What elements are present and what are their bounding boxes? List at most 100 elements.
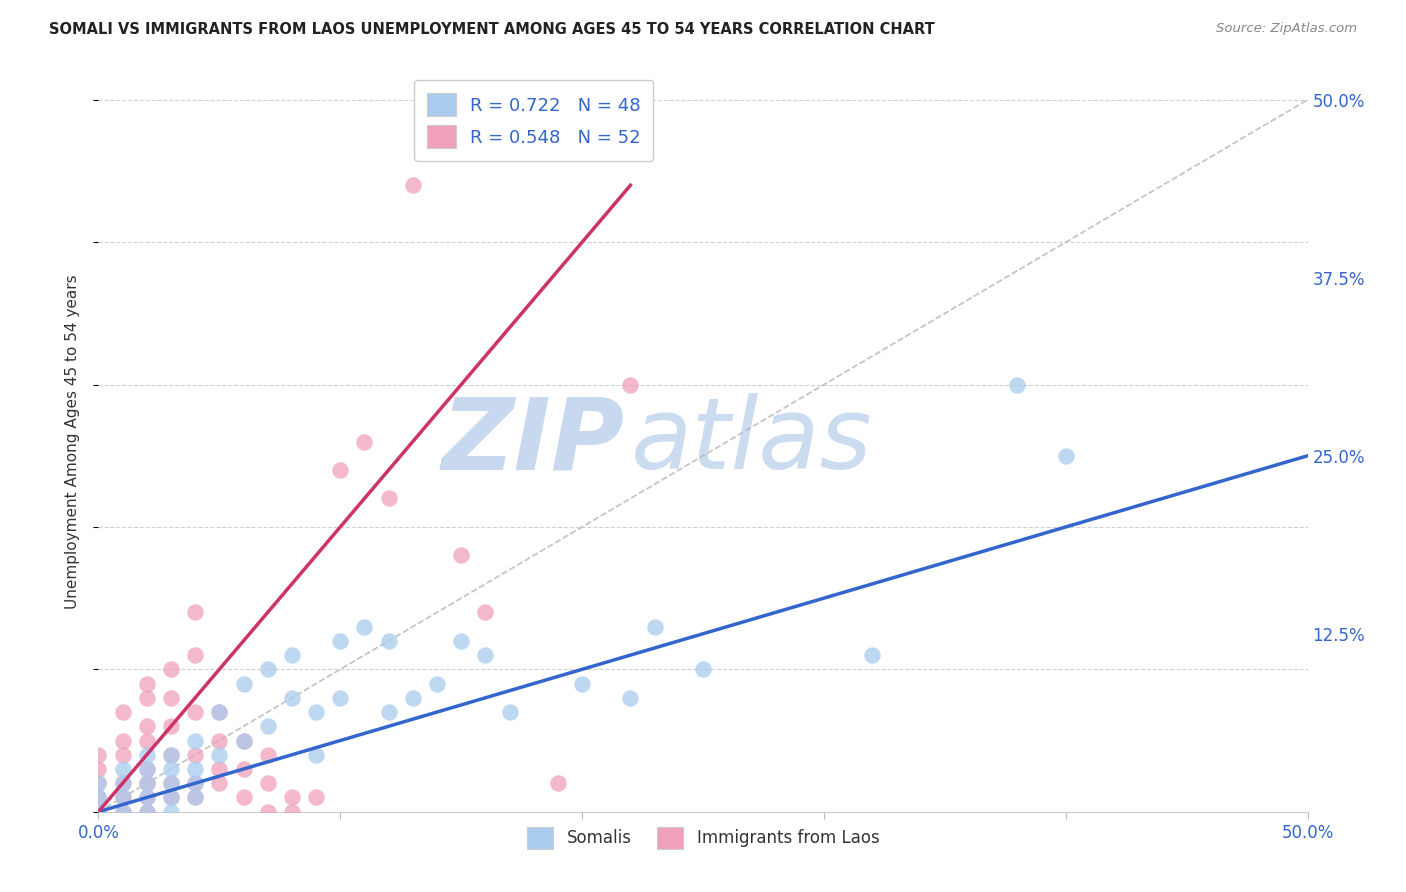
Text: ZIP: ZIP (441, 393, 624, 490)
Point (87, 790, 110, 805)
Point (111, 805, 134, 819)
Point (160, 747, 183, 762)
Point (353, 434, 375, 449)
Point (208, 747, 231, 762)
Point (256, 662, 278, 676)
Point (135, 719, 157, 733)
Point (135, 790, 157, 805)
Point (184, 648, 207, 662)
Point (281, 805, 304, 819)
Point (450, 633, 472, 648)
Point (135, 762, 157, 776)
Point (160, 762, 183, 776)
Point (160, 790, 183, 805)
Point (232, 676, 254, 690)
Point (87, 747, 110, 762)
Point (184, 790, 207, 805)
Point (329, 690, 352, 705)
Point (160, 776, 183, 790)
Point (571, 676, 593, 690)
Point (547, 776, 569, 790)
Point (135, 733, 157, 747)
Point (1054, 449, 1077, 463)
Point (232, 790, 254, 805)
Point (184, 705, 207, 719)
Point (111, 747, 134, 762)
Point (135, 762, 157, 776)
Point (305, 705, 328, 719)
Point (111, 733, 134, 747)
Point (232, 733, 254, 747)
Point (377, 633, 399, 648)
Point (208, 762, 231, 776)
Point (135, 676, 157, 690)
Y-axis label: Unemployment Among Ages 45 to 54 years: Unemployment Among Ages 45 to 54 years (65, 274, 80, 609)
Point (160, 747, 183, 762)
Point (329, 463, 352, 477)
Point (87, 790, 110, 805)
Point (256, 719, 278, 733)
Point (305, 790, 328, 805)
Point (256, 776, 278, 790)
Point (111, 776, 134, 790)
Point (184, 762, 207, 776)
Point (87, 762, 110, 776)
Point (208, 705, 231, 719)
Point (402, 690, 425, 705)
Point (208, 705, 231, 719)
Point (860, 648, 883, 662)
Point (450, 549, 472, 563)
Point (87, 776, 110, 790)
Point (498, 705, 520, 719)
Point (377, 491, 399, 506)
Point (353, 619, 375, 633)
Point (111, 762, 134, 776)
Point (305, 747, 328, 762)
Text: atlas: atlas (630, 393, 872, 490)
Point (184, 790, 207, 805)
Point (111, 776, 134, 790)
Point (402, 178, 425, 193)
Point (692, 662, 714, 676)
Text: SOMALI VS IMMIGRANTS FROM LAOS UNEMPLOYMENT AMONG AGES 45 TO 54 YEARS CORRELATIO: SOMALI VS IMMIGRANTS FROM LAOS UNEMPLOYM… (49, 22, 935, 37)
Point (135, 747, 157, 762)
Point (281, 790, 304, 805)
Point (184, 733, 207, 747)
Point (184, 747, 207, 762)
Point (184, 776, 207, 790)
Point (160, 805, 183, 819)
Legend: Somalis, Immigrants from Laos: Somalis, Immigrants from Laos (520, 821, 886, 855)
Point (256, 747, 278, 762)
Point (87, 776, 110, 790)
Point (619, 690, 641, 705)
Point (232, 733, 254, 747)
Point (208, 776, 231, 790)
Point (111, 805, 134, 819)
Point (644, 619, 666, 633)
Text: Source: ZipAtlas.com: Source: ZipAtlas.com (1216, 22, 1357, 36)
Point (135, 776, 157, 790)
Point (281, 648, 304, 662)
Point (160, 776, 183, 790)
Point (281, 690, 304, 705)
Point (87, 805, 110, 819)
Point (184, 776, 207, 790)
Point (111, 790, 134, 805)
Point (160, 662, 183, 676)
Point (135, 690, 157, 705)
Point (111, 705, 134, 719)
Point (135, 805, 157, 819)
Point (474, 606, 496, 620)
Point (1007, 377, 1029, 392)
Point (135, 790, 157, 805)
Point (111, 790, 134, 805)
Point (135, 805, 157, 819)
Point (87, 805, 110, 819)
Point (329, 633, 352, 648)
Point (160, 790, 183, 805)
Point (135, 776, 157, 790)
Point (256, 805, 278, 819)
Point (160, 719, 183, 733)
Point (377, 705, 399, 719)
Point (474, 648, 496, 662)
